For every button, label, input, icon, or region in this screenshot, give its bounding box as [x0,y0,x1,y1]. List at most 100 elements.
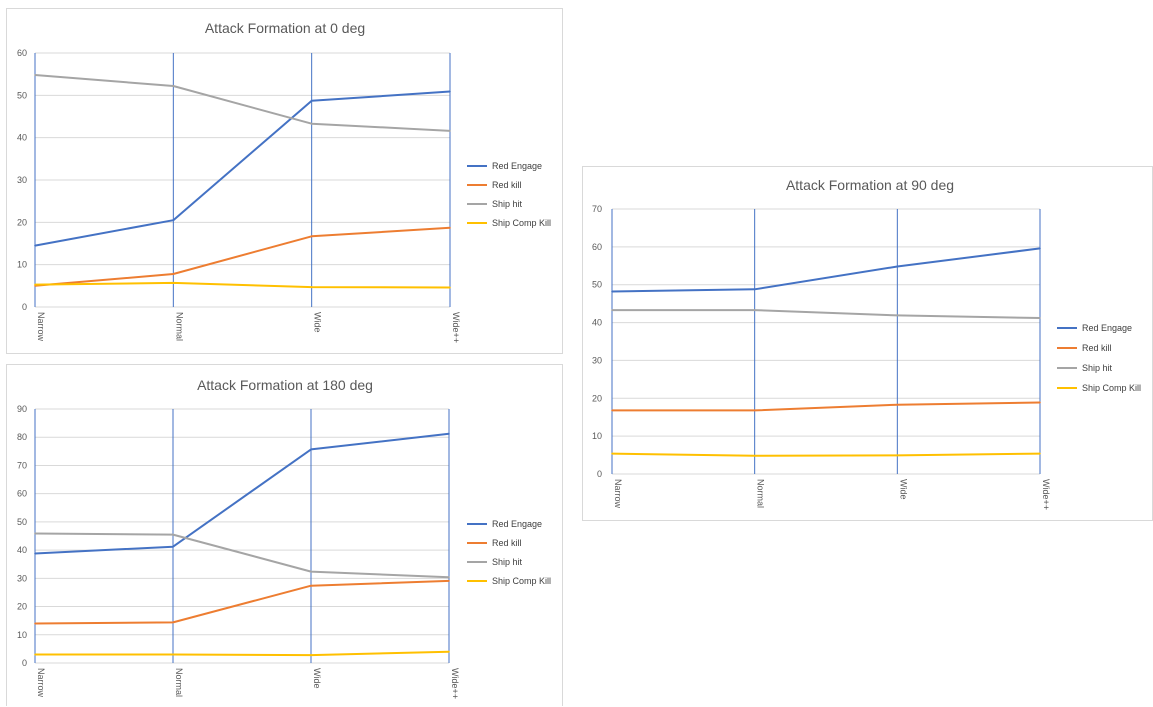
series-line-ship-comp-kill [611,452,1041,457]
chart-svg-0-deg: Attack Formation at 0 deg 0 10 20 30 40 50 60 Na… [17,20,551,343]
data-point-red-engage-wideplusplus [1039,247,1041,250]
data-point-red-engage-wideplusplus [448,433,450,435]
y-tick-label: 0 [597,469,602,479]
series-line-ship-hit [612,309,1041,319]
data-point-red-engage-normal [753,288,756,291]
data-point-ship-comp-kill-wideplusplus [449,286,451,289]
x-tick-label-narrow: Narrow [613,479,623,509]
data-point-ship-hit-wide [310,122,313,125]
data-point-ship-comp-kill-normal [172,653,174,656]
y-tick-label: 50 [592,280,602,290]
data-point-ship-comp-kill-normal [753,455,756,457]
y-tick-label: 0 [22,302,27,312]
legend-label-red-kill: Red kill [1082,343,1112,353]
data-point-red-kill-wide [310,235,313,238]
data-point-red-kill-narrow [34,622,36,625]
legend-label-ship-comp-kill: Ship Comp Kill [1082,383,1141,393]
data-point-ship-hit-wideplusplus [449,130,451,132]
data-point-red-engage-wide [896,265,899,268]
data-point-red-kill-wide [310,584,312,587]
data-point-ship-hit-narrow [611,309,613,311]
legend-label-red-kill: Red kill [492,538,522,548]
data-point-red-engage-wide [310,100,313,102]
data-point-red-kill-normal [753,409,756,412]
x-tick-label-narrow: Narrow [36,668,46,698]
x-tick-label-wideplusplus: Wide++ [450,668,460,699]
legend-label-ship-comp-kill: Ship Comp Kill [492,218,551,228]
series-line-ship-hit [34,74,451,132]
y-tick-label: 60 [592,242,602,252]
y-tick-label: 50 [17,517,27,527]
chart-title: Attack Formation at 180 deg [197,377,373,393]
data-point-ship-comp-kill-wideplusplus [448,650,450,653]
data-point-ship-hit-normal [753,309,756,311]
series-line-red-engage [34,90,451,247]
data-point-ship-hit-wide [896,314,899,317]
data-point-red-engage-narrow [34,244,36,247]
data-point-ship-hit-wide [310,570,312,573]
y-tick-label: 10 [592,431,602,441]
chart-svg-90-deg: Attack Formation at 90 deg 0 10 20 30 40 50 60 7… [592,177,1141,510]
y-tick-label: 10 [17,630,27,640]
series-line-red-kill [612,401,1041,412]
data-point-ship-comp-kill-wide [310,286,313,288]
x-tick-label-narrow: Narrow [36,312,46,342]
data-point-red-kill-narrow [611,409,613,412]
y-tick-label: 40 [17,133,27,143]
data-point-ship-comp-kill-wide [896,454,899,457]
y-tick-label: 30 [592,355,602,365]
y-tick-label: 40 [592,318,602,328]
y-tick-label: 30 [17,175,27,185]
legend-label-red-engage: Red Engage [492,161,542,171]
y-tick-label: 90 [17,404,27,414]
data-point-red-kill-normal [172,273,175,275]
y-tick-label: 10 [17,260,27,270]
y-tick-label: 80 [17,432,27,442]
data-point-ship-comp-kill-narrow [34,653,36,656]
data-point-ship-comp-kill-wide [310,654,312,656]
data-point-ship-comp-kill-wideplusplus [1039,452,1041,455]
y-tick-label: 20 [17,217,27,227]
legend-label-red-engage: Red Engage [492,519,542,529]
legend-label-ship-hit: Ship hit [492,199,523,209]
data-point-red-engage-normal [172,219,175,222]
series-line-ship-comp-kill [35,650,450,657]
data-point-red-kill-wide [896,403,899,406]
y-tick-label: 50 [17,90,27,100]
chart-panel-0-deg: Attack Formation at 0 deg 0 10 20 30 40 50 60 Na… [6,8,563,354]
chart-panel-180-deg: Attack Formation at 180 deg 0 10 20 30 40 50 60… [6,364,563,706]
x-tick-label-wideplusplus: Wide++ [451,312,461,343]
legend-label-red-engage: Red Engage [1082,323,1132,333]
y-tick-label: 40 [17,545,27,555]
y-tick-label: 0 [22,658,27,668]
chart-svg-180-deg: Attack Formation at 180 deg 0 10 20 30 40 50 60… [17,377,551,699]
y-tick-label: 20 [17,602,27,612]
x-tick-label-wide: Wide [313,312,323,333]
data-point-ship-hit-normal [172,533,174,536]
data-point-red-kill-normal [172,621,174,624]
series-line-red-engage [34,432,450,555]
data-point-red-kill-wideplusplus [449,227,451,229]
legend-label-ship-comp-kill: Ship Comp Kill [492,576,551,586]
data-point-ship-hit-narrow [34,74,36,76]
data-point-red-engage-wideplusplus [449,90,451,93]
data-point-ship-hit-normal [172,85,175,87]
data-point-ship-comp-kill-normal [172,282,175,284]
data-point-ship-hit-narrow [34,532,36,535]
series-line-red-kill [34,579,450,625]
chart-panel-90-deg: Attack Formation at 90 deg 0 10 20 30 40 50 60 7… [582,166,1153,521]
series-line-ship-hit [34,532,450,579]
legend-label-ship-hit: Ship hit [492,557,523,567]
y-tick-label: 60 [17,489,27,499]
series-line-red-engage [611,247,1041,293]
y-tick-label: 70 [592,204,602,214]
data-point-ship-comp-kill-narrow [611,452,613,455]
data-point-red-engage-narrow [34,552,36,555]
data-point-red-engage-normal [172,545,174,548]
x-tick-label-wide: Wide [312,668,322,689]
x-tick-label-wide: Wide [898,479,908,500]
chart-title: Attack Formation at 90 deg [786,177,954,193]
data-point-red-engage-narrow [611,290,613,293]
data-point-ship-comp-kill-narrow [34,283,36,286]
data-point-red-kill-wideplusplus [1039,401,1041,404]
